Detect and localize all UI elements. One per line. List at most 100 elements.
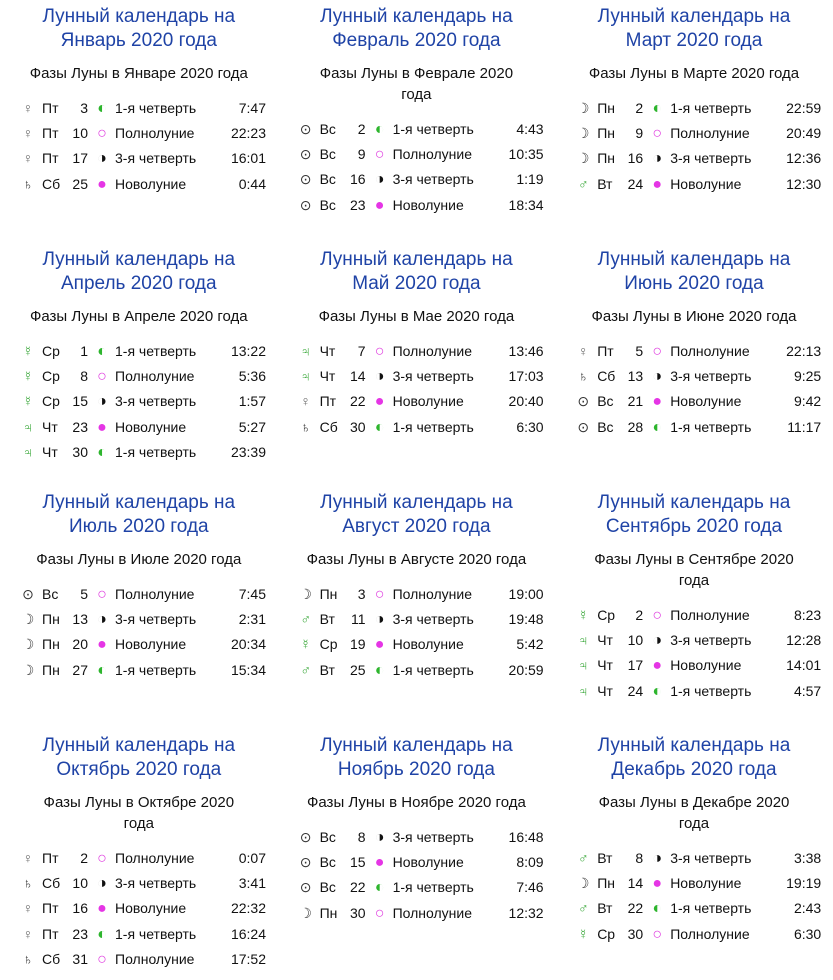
planet-symbol: ⊙ xyxy=(299,196,312,213)
phase-icon: ○ xyxy=(374,904,385,922)
weekday: Пт xyxy=(42,100,59,116)
month-subtitle: Фазы Луны в Феврале 2020 xyxy=(319,65,514,82)
weekday: Вс xyxy=(42,586,59,602)
phase-name: 1-я четверть xyxy=(115,100,197,116)
time: 1:19 xyxy=(516,171,544,188)
month-block: Лунный календарь на Август 2020 года Фазы … xyxy=(278,491,556,734)
phase-icon: ○ xyxy=(97,850,107,867)
phase-icon: ◑ xyxy=(652,632,663,650)
day: 15 xyxy=(72,393,88,410)
weekday: Вт xyxy=(597,175,613,192)
month-subtitle: Фазы Луны в Апреле 2020 года xyxy=(29,308,248,325)
phase-row: ♀ Пт 2 ○ Полнолуние 0:07 xyxy=(0,846,278,871)
weekday: Сб xyxy=(597,368,616,385)
planet-symbol: ♀ xyxy=(22,125,34,142)
month-block: Лунный календарь на Апрель 2020 года Фазы … xyxy=(0,248,278,491)
day: 23 xyxy=(72,925,88,942)
phase-name: 1-я четверть xyxy=(670,900,752,917)
phase-row: ⊙ Вс 28 ◐ 1-я четверть 11:17 xyxy=(555,415,833,440)
day: 16 xyxy=(72,900,88,917)
weekday: Пн xyxy=(597,125,615,142)
month-title: Лунный календарь на xyxy=(42,492,236,513)
phase-icon: ◑ xyxy=(374,611,385,629)
month-subtitle: Фазы Луны в Августе 2020 года xyxy=(306,551,527,568)
phase-row: ☽ Пн 14 ● Новолуние 19:19 xyxy=(555,871,833,896)
time: 3:38 xyxy=(793,850,822,866)
phase-row: ♄ Сб 10 ◑ 3-я четверть 3:41 xyxy=(0,871,278,896)
phase-row: ☽ Пн 20 ● Новолуние 20:34 xyxy=(0,632,278,657)
month-block: Лунный календарь на Октябрь 2020 года Фазы… xyxy=(0,734,278,977)
time: 22:59 xyxy=(786,100,822,116)
weekday: Ср xyxy=(597,925,616,942)
planet-symbol: ♀ xyxy=(22,100,34,116)
phase-name: 3-я четверть xyxy=(392,368,474,385)
month-title: Лунный календарь на xyxy=(42,249,236,270)
month-title: Август 2020 года xyxy=(342,516,491,537)
day: 17 xyxy=(627,657,644,674)
subtitle-block: Фазы Луны в Декабре 2020 года xyxy=(555,792,833,834)
day: 13 xyxy=(627,368,644,385)
month-title: Лунный календарь на xyxy=(42,6,236,27)
phase-name: Полнолуние xyxy=(670,343,750,359)
month-title: Май 2020 года xyxy=(352,273,481,294)
day: 16 xyxy=(627,150,644,167)
phase-name: Полнолуние xyxy=(115,125,195,142)
day: 2 xyxy=(80,850,88,866)
planet-symbol: ♄ xyxy=(300,418,311,435)
phase-icon: ◐ xyxy=(97,343,107,360)
planet-symbol: ♂ xyxy=(300,611,311,628)
phase-row: ♂ Вт 8 ◑ 3-я четверть 3:38 xyxy=(555,846,833,871)
phase-icon: ◑ xyxy=(97,611,107,629)
time: 20:59 xyxy=(508,661,544,678)
phase-icon: ● xyxy=(652,393,663,411)
phase-name: 1-я четверть xyxy=(392,661,474,678)
planet-symbol: ⊙ xyxy=(299,146,312,163)
time: 22:23 xyxy=(230,125,266,142)
phase-name: 1-я четверть xyxy=(392,879,474,896)
weekday: Вс xyxy=(319,196,336,213)
weekday: Вс xyxy=(319,879,336,896)
phase-icon: ● xyxy=(652,175,663,193)
phase-name: Новолуние xyxy=(392,393,464,410)
phase-name: 3-я четверть xyxy=(115,611,197,628)
month-title: Лунный календарь на xyxy=(320,735,513,756)
weekday: Чт xyxy=(42,418,58,435)
phase-row: ♄ Сб 13 ◑ 3-я четверть 9:25 xyxy=(555,364,833,389)
weekday: Ср xyxy=(42,368,60,385)
weekday: Пт xyxy=(42,925,59,942)
phase-icon: ◐ xyxy=(374,121,385,138)
phase-name: Новолуние xyxy=(115,175,187,192)
phase-row: ♂ Вт 11 ◑ 3-я четверть 19:48 xyxy=(278,607,556,632)
month-subtitle: Фазы Луны в Октябре 2020 xyxy=(43,794,235,811)
day: 2 xyxy=(635,607,644,623)
subtitle-block: Фазы Луны в Январе 2020 года xyxy=(0,63,278,84)
phase-icon: ● xyxy=(97,418,107,436)
phase-row: ⊙ Вс 2 ◐ 1-я четверть 4:43 xyxy=(278,117,556,142)
phase-icon: ◐ xyxy=(652,100,663,117)
day: 22 xyxy=(627,900,644,917)
weekday: Чт xyxy=(319,343,336,359)
planet-symbol: ⊙ xyxy=(299,854,312,871)
phase-name: Новолуние xyxy=(670,875,742,892)
day: 30 xyxy=(350,418,366,435)
time: 7:46 xyxy=(516,879,544,896)
weekday: Пт xyxy=(319,393,337,410)
phase-row: ⊙ Вс 16 ◑ 3-я четверть 1:19 xyxy=(278,167,556,192)
phase-name: Полнолуние xyxy=(670,925,750,942)
day: 2 xyxy=(635,100,644,116)
day: 10 xyxy=(72,875,88,892)
planet-symbol: ♀ xyxy=(22,900,34,917)
phase-name: Новолуние xyxy=(115,418,187,435)
planet-symbol: ☽ xyxy=(21,611,35,628)
subtitle-block: Фазы Луны в Апреле 2020 года xyxy=(0,306,278,327)
phase-name: Полнолуние xyxy=(670,607,750,623)
planet-symbol: ♀ xyxy=(22,925,34,942)
day: 7 xyxy=(357,343,366,359)
planet-symbol: ♃ xyxy=(577,657,589,674)
month-subtitle: Фазы Луны в Июле 2020 года xyxy=(36,551,242,568)
subtitle-block: Фазы Луны в Ноябре 2020 года xyxy=(278,792,556,813)
phase-icon: ◐ xyxy=(652,418,663,436)
weekday: Пн xyxy=(597,875,615,892)
subtitle-block: Фазы Луны в Октябре 2020 года xyxy=(0,792,278,834)
subtitle-block: Фазы Луны в Июле 2020 года xyxy=(0,549,278,570)
